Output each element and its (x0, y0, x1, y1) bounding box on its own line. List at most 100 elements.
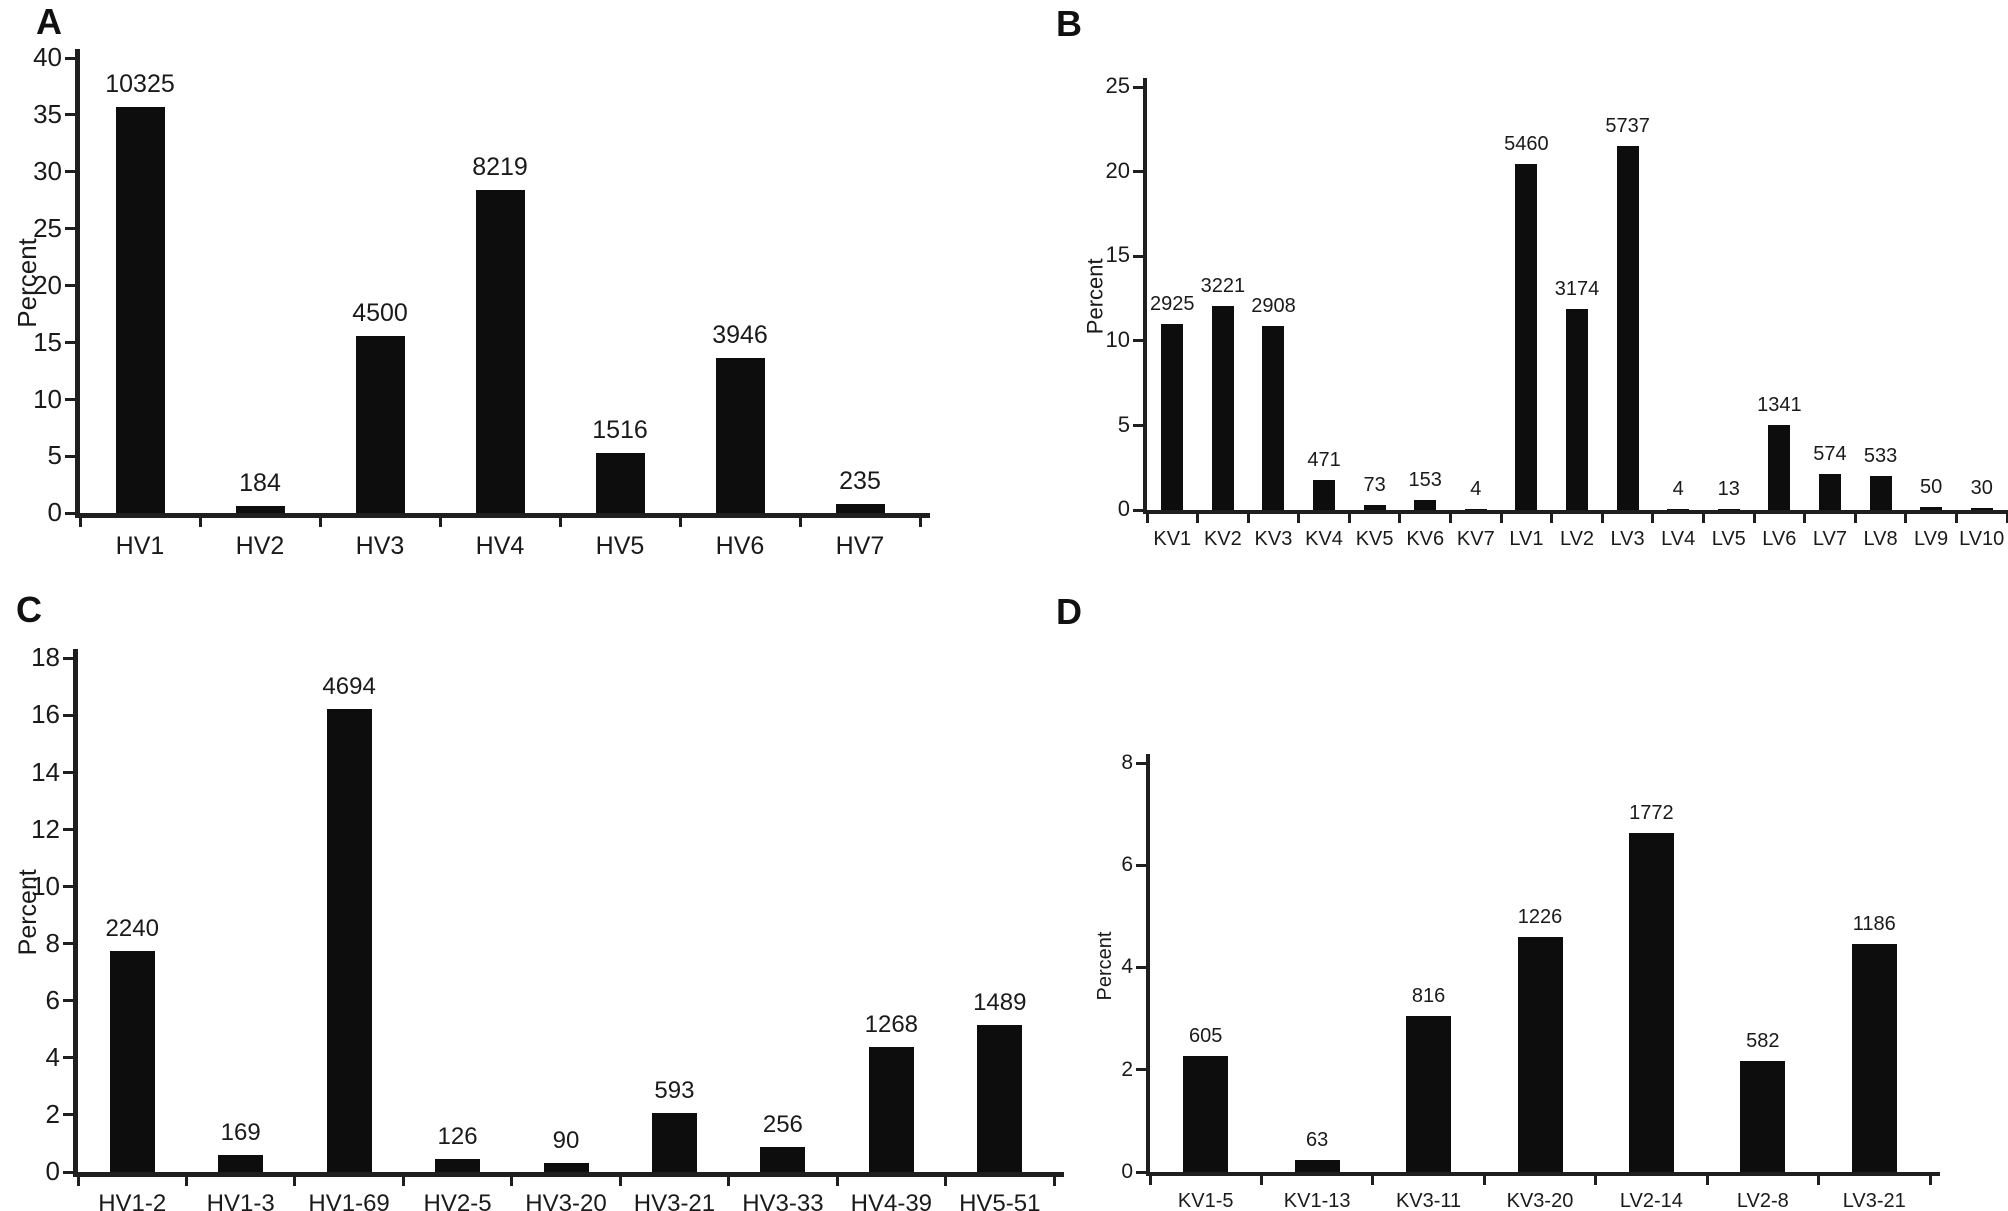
bar (355, 336, 405, 513)
y-tick-label: 15 (33, 326, 62, 357)
x-tick-mark (2005, 510, 2008, 523)
y-tick-label: 14 (31, 756, 60, 787)
y-tick-mark (65, 170, 75, 174)
x-axis-line (75, 513, 930, 518)
y-tick-label: 25 (1105, 73, 1130, 99)
bar (1740, 1061, 1786, 1172)
bar (218, 1155, 264, 1172)
bar (977, 1025, 1023, 1172)
bar-value-label: 8219 (472, 153, 528, 182)
x-tick-mark (798, 513, 802, 527)
x-tick-label: HV4 (475, 532, 525, 560)
x-axis-line (1146, 1172, 1940, 1176)
bar-value-label: 1341 (1757, 394, 1802, 416)
bar-value-label: 3946 (712, 321, 768, 350)
bar-value-label: 1226 (1517, 906, 1563, 928)
bar-value-label: 63 (1306, 1129, 1329, 1151)
bar (1313, 480, 1336, 510)
bar (715, 358, 765, 513)
x-tick-mark (1928, 1172, 1932, 1185)
y-tick-label: 12 (31, 813, 60, 844)
bar (1869, 476, 1892, 510)
x-tick-label: KV1-5 (1177, 1190, 1234, 1211)
x-tick-mark (1817, 1172, 1821, 1185)
x-tick-label: HV5 (595, 532, 645, 560)
x-tick-mark (727, 1172, 731, 1186)
bar-value-label: 4694 (322, 673, 376, 701)
y-tick-mark (63, 942, 73, 946)
bar (1464, 509, 1487, 510)
bar (1818, 474, 1841, 510)
x-tick-label: KV3-20 (1506, 1190, 1574, 1211)
panel-b-letter: B (1056, 3, 1082, 44)
x-tick-mark (401, 1172, 405, 1186)
panel-c-chart: 0 2 4 6 8 10 12 14 16 18 2240 HV1-2 169 HV1-3 4694 HV1-… (14, 642, 1064, 1211)
x-tick-mark (1803, 510, 1807, 523)
x-tick-mark (835, 1172, 839, 1186)
bar (543, 1163, 589, 1172)
bar (475, 190, 525, 513)
y-tick-mark (63, 1056, 73, 1060)
x-tick-mark (1449, 510, 1453, 523)
y-tick-mark (65, 56, 75, 60)
y-tick-mark (65, 397, 75, 401)
bar-value-label: 30 (1970, 477, 1993, 499)
bar (868, 1047, 914, 1172)
y-tick-label: 2 (45, 1099, 60, 1130)
bar (1414, 500, 1437, 510)
x-tick-label: LV5 (1711, 528, 1746, 550)
bar-value-label: 5737 (1605, 115, 1650, 137)
x-tick-label: KV4 (1305, 528, 1343, 550)
y-tick-label: 20 (1105, 157, 1130, 183)
bar-value-label: 533 (1863, 445, 1898, 467)
y-tick-mark (65, 454, 75, 458)
y-tick-label: 15 (1105, 242, 1130, 268)
y-tick-mark (1136, 966, 1146, 969)
bar (1363, 505, 1386, 510)
bar (595, 453, 645, 513)
y-tick-mark (1133, 508, 1143, 512)
x-tick-label: KV2 (1203, 528, 1242, 550)
x-tick-label: LV4 (1661, 528, 1696, 550)
bar-value-label: 4 (1470, 478, 1482, 500)
bar (1517, 937, 1563, 1172)
bar (1667, 509, 1690, 510)
x-tick-mark (318, 513, 322, 527)
y-tick-label: 35 (33, 99, 62, 130)
bar-value-label: 582 (1746, 1030, 1780, 1052)
x-tick-label: LV3-21 (1842, 1190, 1906, 1211)
x-tick-mark (1499, 510, 1503, 523)
bar (1970, 508, 1993, 510)
x-tick-mark (1701, 510, 1705, 523)
y-tick-label: 0 (47, 497, 62, 528)
x-tick-label: KV3 (1254, 528, 1293, 550)
bar-value-label: 816 (1411, 985, 1446, 1007)
x-tick-mark (293, 1172, 297, 1186)
bar (1294, 1160, 1340, 1172)
y-tick-label: 30 (33, 156, 62, 187)
x-tick-label: HV1-69 (308, 1190, 390, 1211)
x-tick-mark (1904, 510, 1908, 523)
y-tick-label: 20 (33, 269, 62, 300)
bar (1851, 944, 1897, 1172)
x-tick-label: KV5 (1355, 528, 1394, 550)
x-tick-label: HV3-20 (525, 1190, 607, 1211)
bar-value-label: 153 (1408, 469, 1442, 491)
x-tick-label: KV6 (1406, 528, 1445, 550)
y-tick-mark (63, 999, 73, 1003)
y-tick-mark (65, 340, 75, 344)
bar (115, 107, 165, 513)
x-tick-label: HV3-33 (742, 1190, 824, 1211)
bar-value-label: 1516 (592, 416, 648, 445)
bar (1628, 833, 1674, 1172)
x-tick-mark (1482, 1172, 1486, 1185)
x-tick-label: HV5-51 (959, 1190, 1041, 1211)
x-tick-label: LV3 (1610, 528, 1645, 550)
x-tick-mark (1954, 510, 1958, 523)
panel-c-letter: C (16, 589, 42, 630)
x-axis-line (1143, 510, 2008, 514)
y-tick-mark (1133, 339, 1143, 343)
x-tick-mark (1148, 1172, 1152, 1185)
x-tick-label: LV9 (1914, 528, 1949, 550)
y-tick-label: 0 (45, 1156, 60, 1187)
